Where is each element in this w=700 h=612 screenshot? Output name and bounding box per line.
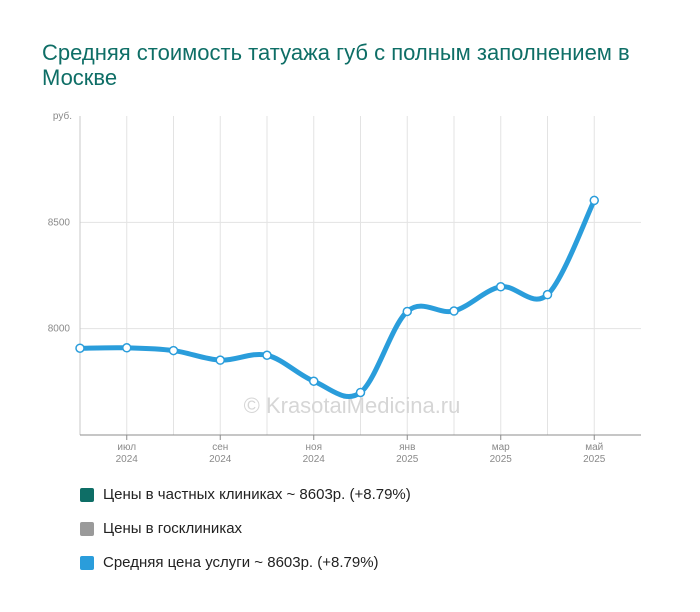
legend-item-public[interactable]: Цены в госклиниках — [80, 520, 411, 537]
data-point — [496, 282, 506, 292]
data-point — [262, 350, 272, 360]
x-tick-label-month: май — [585, 442, 603, 453]
data-point — [589, 195, 599, 206]
data-point — [75, 343, 85, 353]
legend-item-average[interactable]: Средняя цена услуги ~ 8603р. (+8.79%) — [80, 554, 411, 571]
x-tick-label-year: 2025 — [583, 454, 606, 465]
chart-title: Средняя стоимость татуажа губ с полным з… — [42, 40, 630, 90]
legend-label-average: Средняя цена услуги ~ 8603р. (+8.79%) — [103, 554, 379, 571]
data-point — [215, 355, 225, 365]
data-point — [449, 306, 459, 316]
data-point — [309, 376, 319, 386]
x-tick-label-month: сен — [212, 442, 228, 453]
legend-label-public: Цены в госклиниках — [103, 520, 243, 537]
y-tick-label: 8000 — [48, 324, 71, 335]
data-point — [542, 289, 553, 300]
line-chart: 80008500руб.июл2024сен2024ноя2024янв2025… — [48, 110, 641, 465]
data-point — [122, 343, 132, 353]
legend-swatch-private — [80, 487, 94, 502]
x-tick-label-month: ноя — [306, 442, 323, 453]
legend-label-private: Цены в частных клиниках ~ 8603р. (+8.79%… — [103, 486, 411, 503]
x-tick-label-year: 2025 — [490, 454, 513, 465]
x-tick-label-month: янв — [399, 442, 415, 453]
x-tick-label-month: июл — [117, 442, 136, 453]
x-tick-label-month: мар — [492, 442, 510, 453]
series-line — [77, 197, 597, 399]
legend-item-private[interactable]: Цены в частных клиниках ~ 8603р. (+8.79%… — [80, 486, 411, 503]
x-tick-label-year: 2024 — [303, 454, 326, 465]
y-tick-label: 8500 — [48, 217, 71, 228]
x-tick-label-year: 2024 — [209, 454, 232, 465]
legend-swatch-average — [80, 555, 94, 570]
x-tick-label-year: 2025 — [396, 454, 419, 465]
legend: Цены в частных клиниках ~ 8603р. (+8.79%… — [80, 486, 411, 588]
x-tick-label-year: 2024 — [116, 454, 139, 465]
data-point — [402, 306, 412, 317]
data-point — [355, 387, 366, 398]
data-point — [168, 345, 179, 356]
legend-swatch-public — [80, 521, 94, 536]
y-unit-label: руб. — [53, 110, 72, 122]
